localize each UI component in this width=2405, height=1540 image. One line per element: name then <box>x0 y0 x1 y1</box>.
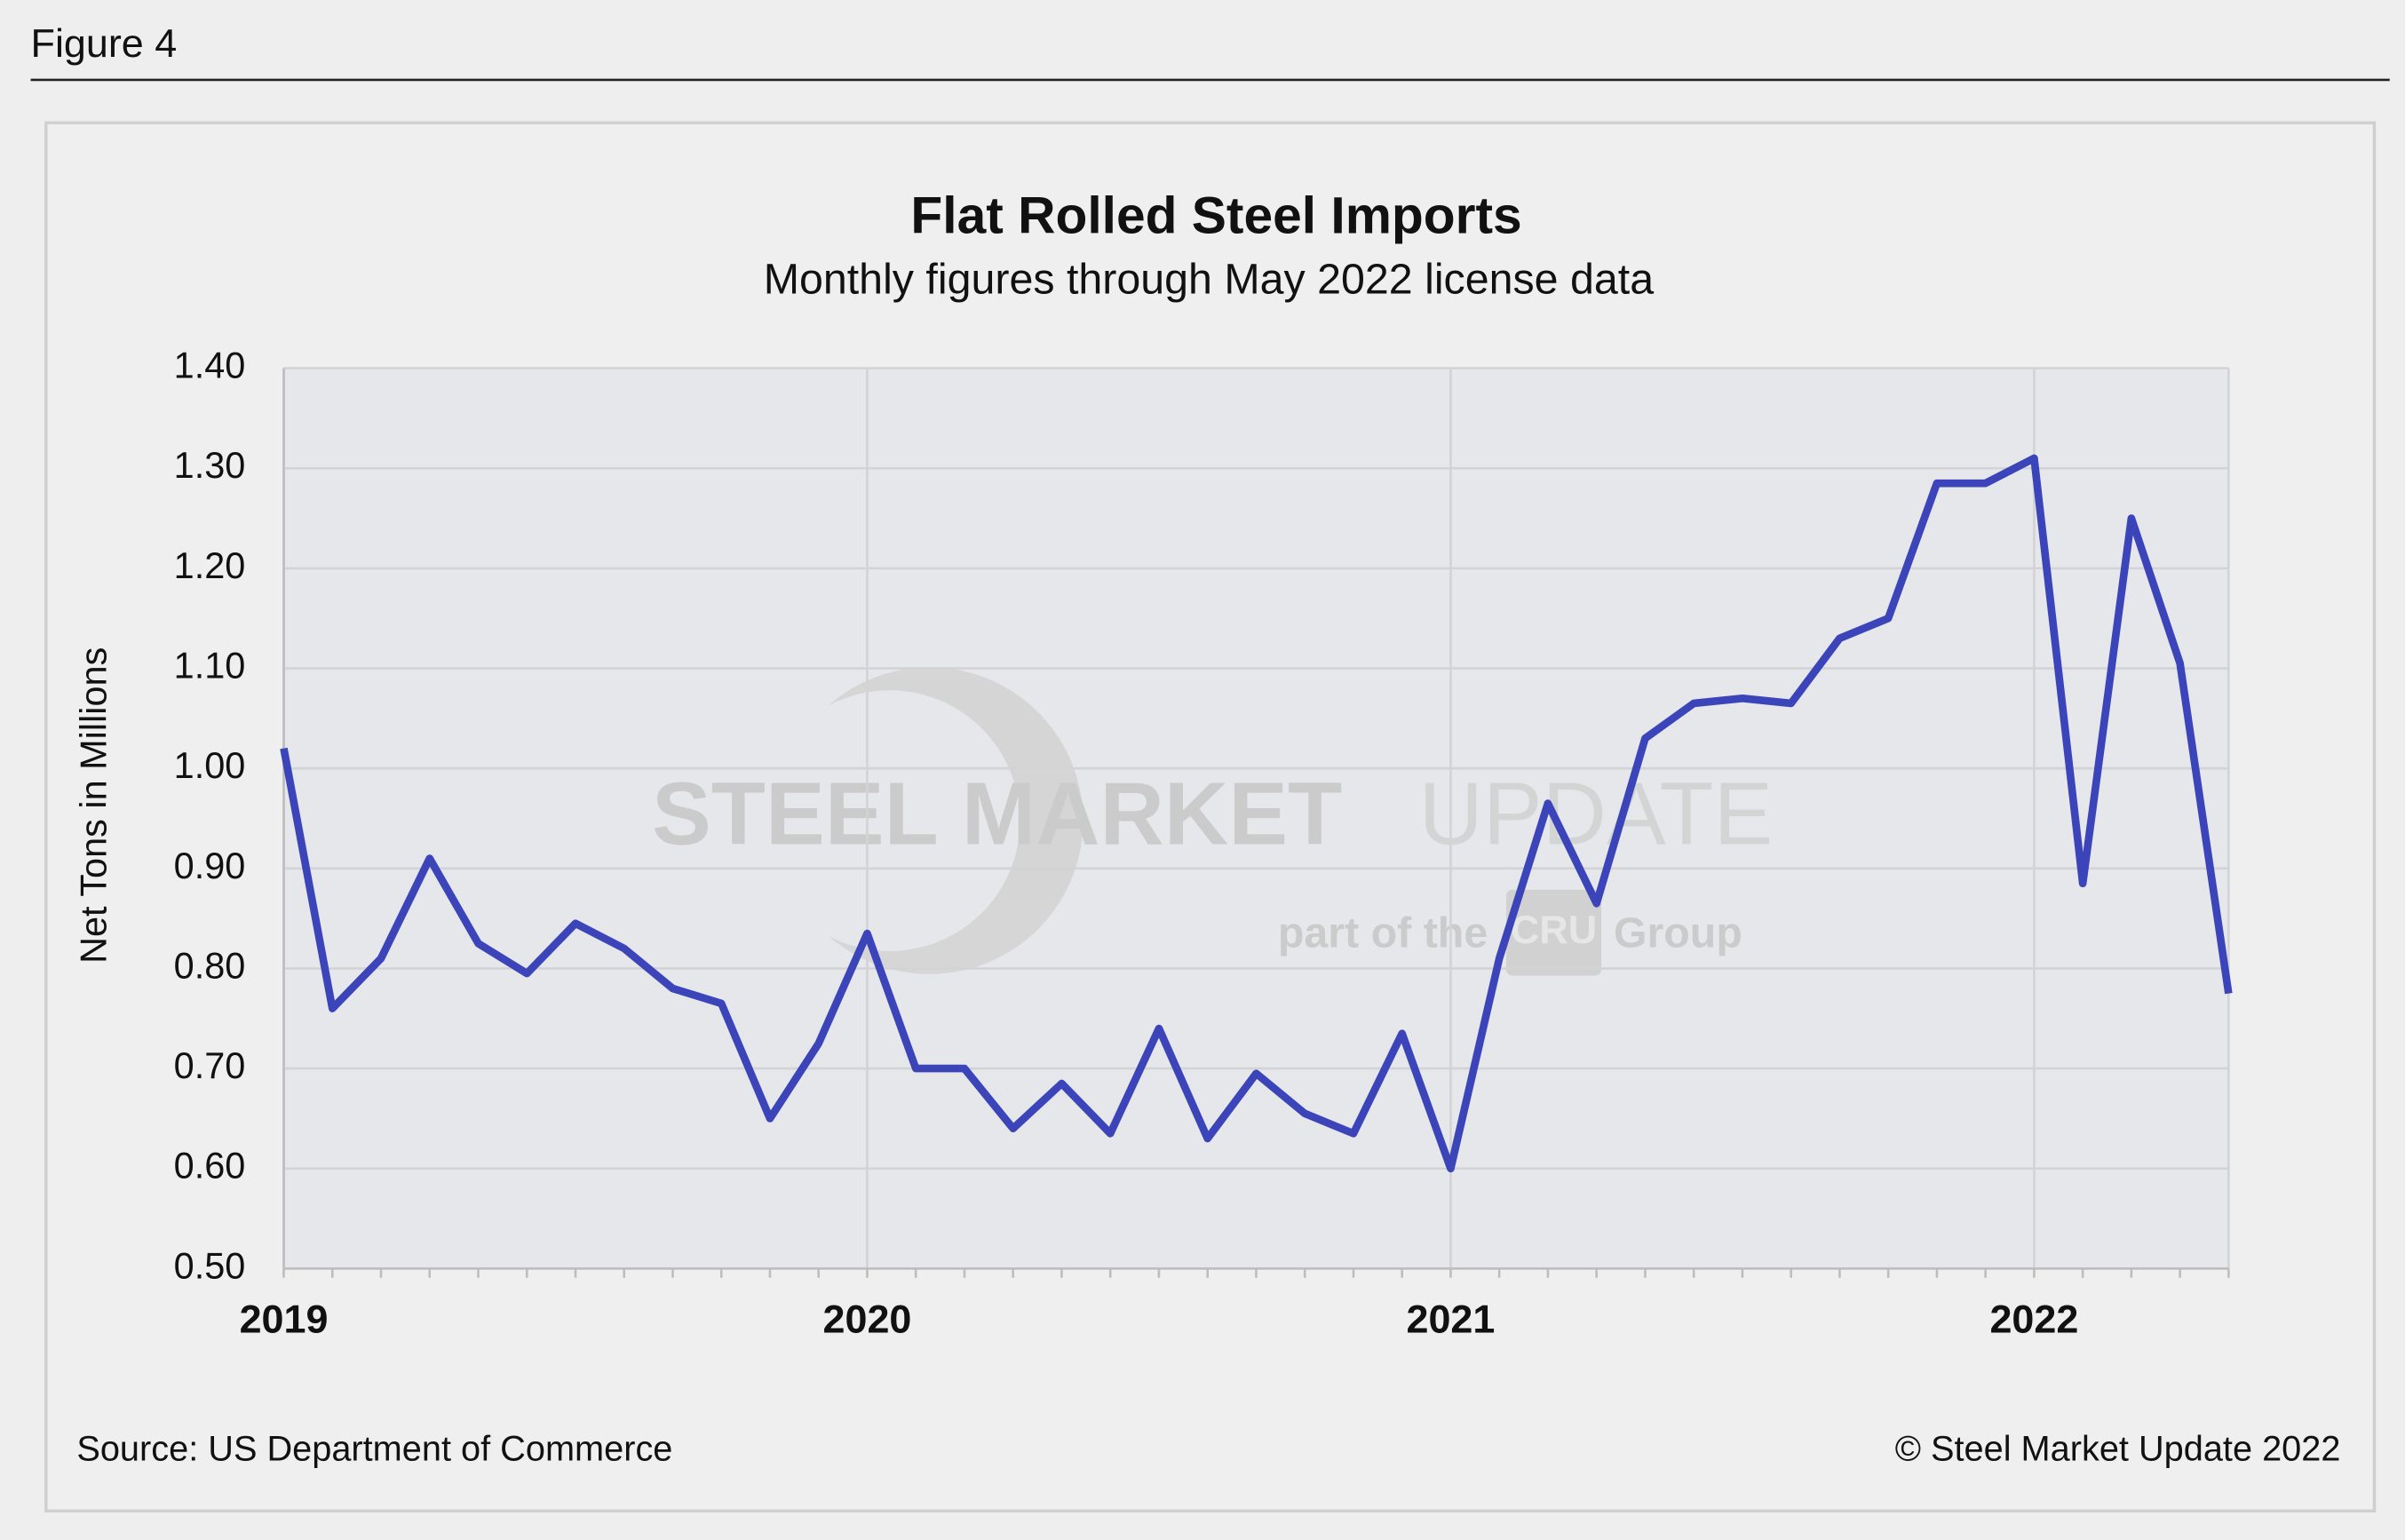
x-tick-label: 2021 <box>1406 1297 1495 1342</box>
watermark-logo-arc <box>828 667 1083 974</box>
marks <box>280 454 2233 1173</box>
watermark-brand-light: UPDATE <box>1419 765 1774 864</box>
x-tick-label: 2022 <box>1989 1297 2078 1342</box>
watermark-brand: STEEL MARKET <box>652 765 1342 864</box>
copyright-note: © Steel Market Update 2022 <box>1895 1429 2341 1468</box>
y-tick-label: 0.50 <box>174 1244 246 1286</box>
source-note: Source: US Department of Commerce <box>76 1429 672 1468</box>
y-tick-label: 0.80 <box>174 944 246 986</box>
watermark-logo: CRU <box>1511 907 1597 952</box>
watermark-tagline: part of the <box>1278 909 1488 957</box>
data-line <box>280 454 2233 1173</box>
chart-title: Flat Rolled Steel Imports <box>910 187 1521 245</box>
y-tick-label: 1.00 <box>174 744 246 786</box>
watermark: STEEL MARKET UPDATE part of the CRU Grou… <box>652 667 1774 976</box>
figure-label: Figure 4 <box>31 20 178 66</box>
y-tick-label: 0.60 <box>174 1145 246 1187</box>
plot-area <box>283 368 2229 1269</box>
x-tick-label: 2020 <box>823 1297 912 1342</box>
y-tick-label: 1.10 <box>174 644 246 686</box>
y-tick-label: 1.40 <box>174 345 246 386</box>
grid: 0.50 0.60 0.70 0.80 0.90 1.00 1.10 1.20 1.30 1.40… <box>174 345 2230 1342</box>
y-tick-label: 1.20 <box>174 544 246 586</box>
watermark-group: Group <box>1614 909 1742 957</box>
y-tick-label: 0.90 <box>174 845 246 886</box>
x-tick-label: 2019 <box>240 1297 329 1342</box>
y-tick-label: 0.70 <box>174 1044 246 1086</box>
watermark-logo-box <box>1505 889 1602 976</box>
y-axis-label: Net Tons in Millions <box>73 647 115 964</box>
y-tick-label: 1.30 <box>174 444 246 486</box>
chart-subtitle: Monthly figures through May 2022 license… <box>764 256 1654 304</box>
